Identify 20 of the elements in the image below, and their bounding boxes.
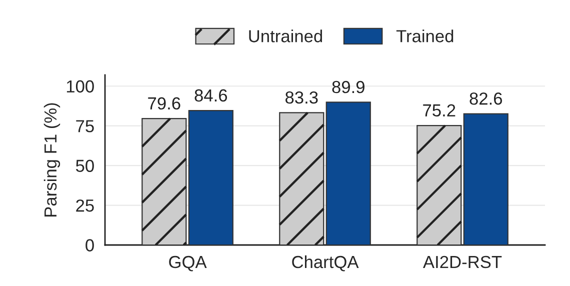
data-label: 82.6	[470, 92, 502, 105]
data-label: 75.2	[423, 104, 456, 117]
y-tick-label: 100	[66, 80, 94, 93]
data-label: 83.3	[285, 91, 318, 104]
bar	[188, 110, 234, 245]
data-label: 89.9	[332, 80, 364, 94]
x-tick-label: AI2D-RST	[422, 256, 502, 268]
bar	[463, 113, 508, 245]
y-tick-label: 75	[76, 120, 94, 132]
legend-label: Untrained	[249, 30, 322, 42]
data-label: 79.6	[148, 97, 180, 110]
x-tick-label: GQA	[169, 256, 207, 272]
y-axis-title: Parsing F1 (%)	[44, 103, 60, 216]
y-tick-label: 0	[86, 239, 94, 252]
data-label: 84.6	[194, 89, 228, 102]
legend-label: Trained	[396, 30, 454, 42]
x-tick-label: ChartQA	[292, 255, 359, 272]
y-tick-label: 25	[76, 199, 94, 212]
bar	[326, 102, 371, 245]
y-tick-label: 50	[76, 160, 94, 172]
